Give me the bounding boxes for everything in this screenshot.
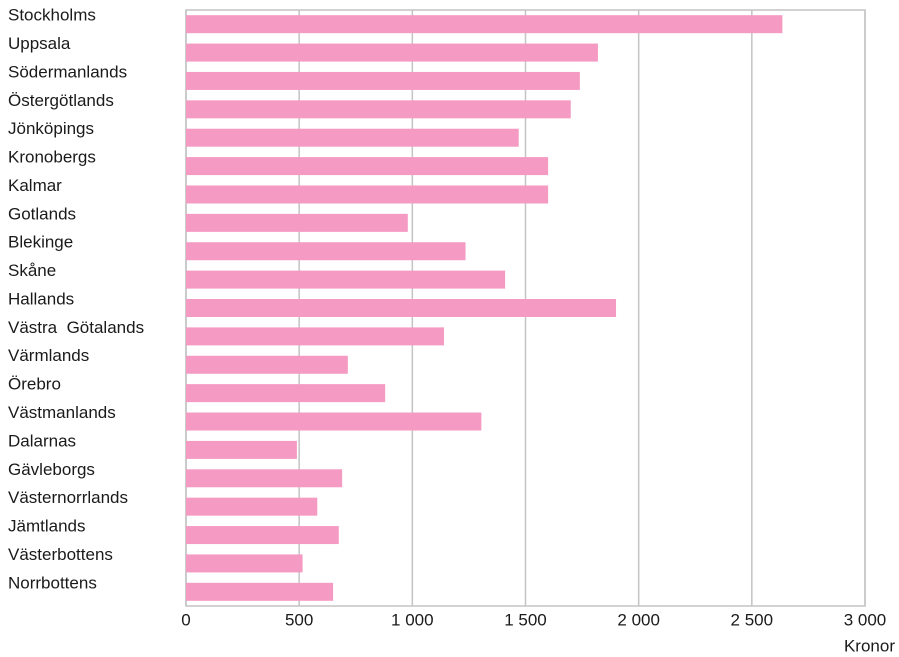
y-tick-label: Jämtlands (8, 517, 85, 536)
y-tick-label: Kronobergs (8, 148, 96, 167)
y-tick-label: Dalarnas (8, 431, 76, 450)
y-tick-label: Gotlands (8, 204, 76, 223)
bar (186, 270, 506, 289)
y-tick-label: Västernorrlands (8, 488, 128, 507)
bar (186, 242, 466, 261)
bar (186, 526, 339, 545)
x-tick-label: 0 (181, 610, 190, 629)
y-tick-label: Uppsala (8, 34, 71, 53)
y-tick-label: Jönköpings (8, 119, 94, 138)
y-tick-label: Örebro (8, 375, 61, 394)
y-tick-label: Östergötlands (8, 91, 114, 110)
bar (186, 384, 386, 403)
x-tick-label: 1 500 (504, 610, 547, 629)
bar (186, 157, 549, 176)
x-tick-label: 3 000 (844, 610, 887, 629)
y-tick-label: Stockholms (8, 6, 96, 25)
bar (186, 15, 783, 34)
y-tick-label: Västmanlands (8, 403, 116, 422)
bar (186, 497, 318, 516)
y-tick-label: Södermanlands (8, 62, 127, 81)
y-tick-label: Blekinge (8, 233, 73, 252)
bar (186, 327, 445, 346)
y-tick-label: Kalmar (8, 176, 62, 195)
x-tick-label: 1 000 (391, 610, 434, 629)
y-tick-label: Skåne (8, 261, 56, 280)
bar (186, 582, 334, 601)
bar (186, 355, 348, 374)
bar (186, 100, 571, 119)
x-tick-label: 500 (285, 610, 313, 629)
y-tick-label: Hallands (8, 289, 74, 308)
bar (186, 128, 519, 147)
y-tick-label: Gävleborgs (8, 460, 95, 479)
bar (186, 71, 580, 90)
x-tick-label: 2 000 (617, 610, 660, 629)
bar (186, 469, 343, 488)
bar (186, 213, 408, 232)
y-tick-label: Västra Götalands (8, 318, 144, 337)
bar (186, 440, 297, 459)
y-tick-label: Värmlands (8, 346, 89, 365)
x-tick-label: 2 500 (731, 610, 774, 629)
y-tick-label: Norrbottens (8, 573, 97, 592)
x-axis-label: Kronor (844, 636, 895, 655)
bar (186, 554, 303, 573)
bar (186, 412, 482, 431)
bar (186, 299, 617, 317)
y-tick-label: Västerbottens (8, 545, 113, 564)
bar (186, 43, 598, 62)
bar (186, 185, 549, 204)
